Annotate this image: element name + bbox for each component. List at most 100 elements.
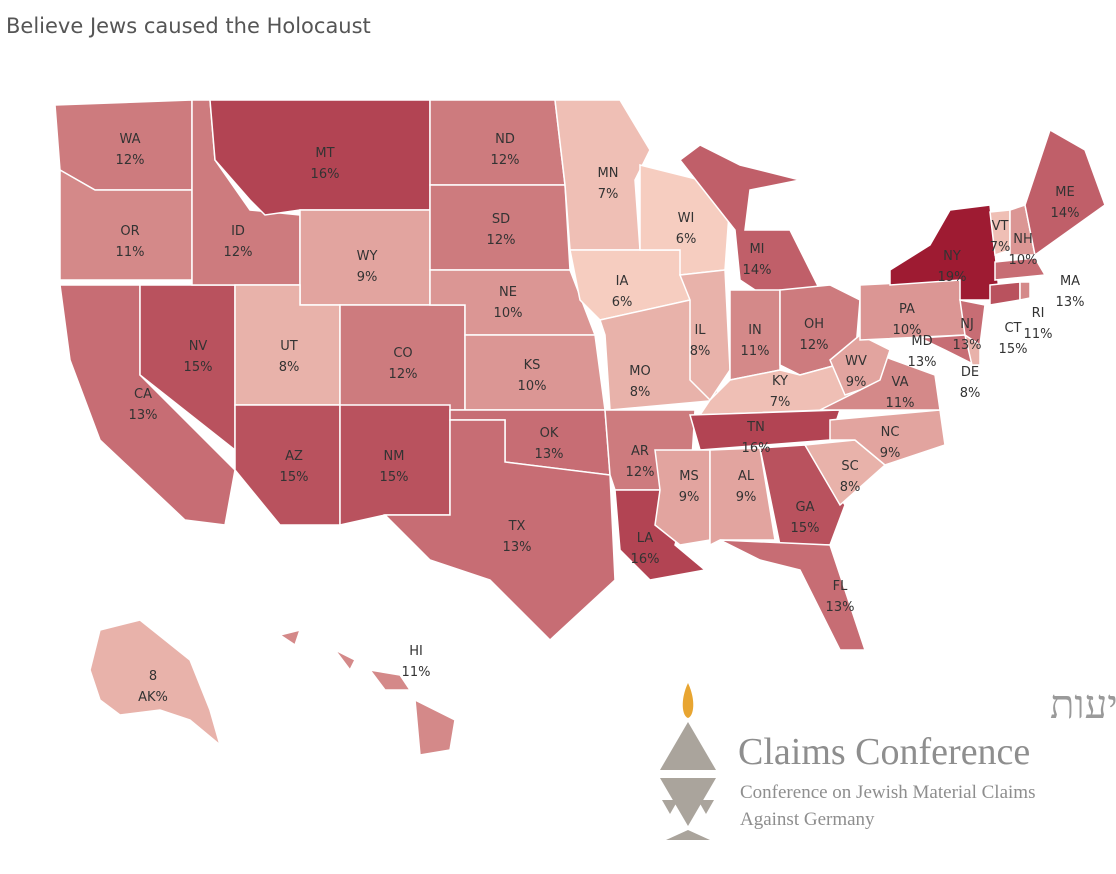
state: [414, 698, 456, 756]
state-value: 7%: [990, 240, 1011, 255]
state-name: DE: [961, 365, 979, 380]
state-value: 6%: [676, 232, 697, 247]
state: [709, 447, 776, 547]
state-name: CO: [393, 346, 412, 361]
state-value: 12%: [389, 367, 418, 382]
state-value: 15%: [280, 470, 309, 485]
state-value: 16%: [631, 552, 660, 567]
state: [1019, 281, 1031, 301]
logo-name: Claims Conference: [738, 731, 1030, 773]
state-value: 9%: [736, 490, 757, 505]
state-name: KY: [772, 374, 788, 389]
state-name: WV: [845, 354, 867, 369]
state-value: 9%: [357, 270, 378, 285]
state: [994, 257, 1047, 281]
state-value: 15%: [999, 342, 1028, 357]
state-name: NY: [943, 249, 961, 264]
state-value: 8%: [630, 385, 651, 400]
logo-shape: [662, 800, 678, 814]
state: [554, 99, 651, 251]
state-value: 9%: [846, 375, 867, 390]
state-name: FL: [833, 579, 848, 594]
state: [89, 619, 222, 748]
state-value: 8%: [690, 344, 711, 359]
state-value: 15%: [791, 521, 820, 536]
state-value: 7%: [770, 395, 791, 410]
logo-line: Against Germany: [740, 809, 875, 830]
state: [368, 668, 412, 691]
state-name: VT: [992, 219, 1009, 234]
state: [234, 404, 341, 526]
state-name: LA: [637, 531, 654, 546]
state-name: NE: [499, 285, 517, 300]
state-name: KS: [524, 358, 541, 373]
state-name: IL: [694, 323, 706, 338]
state-name: NC: [881, 425, 900, 440]
state: [1024, 128, 1106, 257]
state-name: RI: [1032, 306, 1045, 321]
state-value: 16%: [311, 167, 340, 182]
state-name: PA: [899, 302, 915, 317]
logo-hebrew: ועידת התביעות: [1050, 682, 1116, 728]
state-name: TX: [508, 519, 526, 534]
state-value: 13%: [908, 355, 937, 370]
state-name: SD: [492, 212, 510, 227]
state-name: NH: [1013, 232, 1033, 247]
state: [719, 539, 867, 651]
state-value: 13%: [503, 540, 532, 555]
state: [339, 404, 451, 526]
state-name: MS: [679, 469, 698, 484]
title: Believe Jews caused the Holocaust: [6, 14, 371, 38]
state-value: 15%: [380, 470, 409, 485]
state-value: AK%: [138, 690, 168, 705]
states: [54, 99, 1106, 756]
state-name: MO: [629, 364, 650, 379]
state-name: VA: [892, 375, 909, 390]
logo-line: Conference on Jewish Material Claims: [740, 782, 1035, 803]
state-value: 9%: [679, 490, 700, 505]
flame: [682, 683, 694, 718]
state-value: 10%: [1009, 253, 1038, 268]
state-value: 19%: [938, 270, 967, 285]
state-value: 13%: [1056, 295, 1085, 310]
state-name: MA: [1060, 274, 1080, 289]
state-value: 13%: [129, 408, 158, 423]
state-name: CT: [1004, 321, 1021, 336]
state-value: 12%: [487, 233, 516, 248]
logo-shape: [666, 830, 710, 840]
state-name: HI: [409, 644, 423, 659]
state-value: 10%: [518, 379, 547, 394]
state-value: 11%: [402, 665, 431, 680]
state-name: SC: [841, 459, 858, 474]
state-value: 13%: [953, 338, 982, 353]
state: [759, 444, 846, 546]
state-name: CA: [134, 387, 152, 402]
state-value: 14%: [743, 263, 772, 278]
state-value: 16%: [742, 441, 771, 456]
state: [989, 281, 1021, 306]
state-name: NV: [189, 339, 208, 354]
state-value: 12%: [626, 465, 655, 480]
state: [334, 649, 357, 672]
state-value: 12%: [116, 153, 145, 168]
state-value: 11%: [1024, 327, 1053, 342]
state: [429, 184, 571, 271]
state-value: 14%: [1051, 206, 1080, 221]
state-value: 9%: [880, 446, 901, 461]
state-name: MN: [598, 166, 619, 181]
state-value: 8%: [960, 386, 981, 401]
state-value: 8%: [840, 480, 861, 495]
state-name: UT: [280, 339, 298, 354]
state-name: OR: [120, 224, 139, 239]
state-value: 11%: [741, 344, 770, 359]
state-value: 13%: [535, 447, 564, 462]
state-name: MT: [315, 146, 334, 161]
state-value: 11%: [886, 396, 915, 411]
state-value: 10%: [494, 306, 523, 321]
state: [383, 419, 616, 642]
state-value: 15%: [184, 360, 213, 375]
state-value: 12%: [224, 245, 253, 260]
state-value: 10%: [893, 323, 922, 338]
state-name: GA: [796, 500, 815, 515]
state-name: TN: [746, 420, 765, 435]
